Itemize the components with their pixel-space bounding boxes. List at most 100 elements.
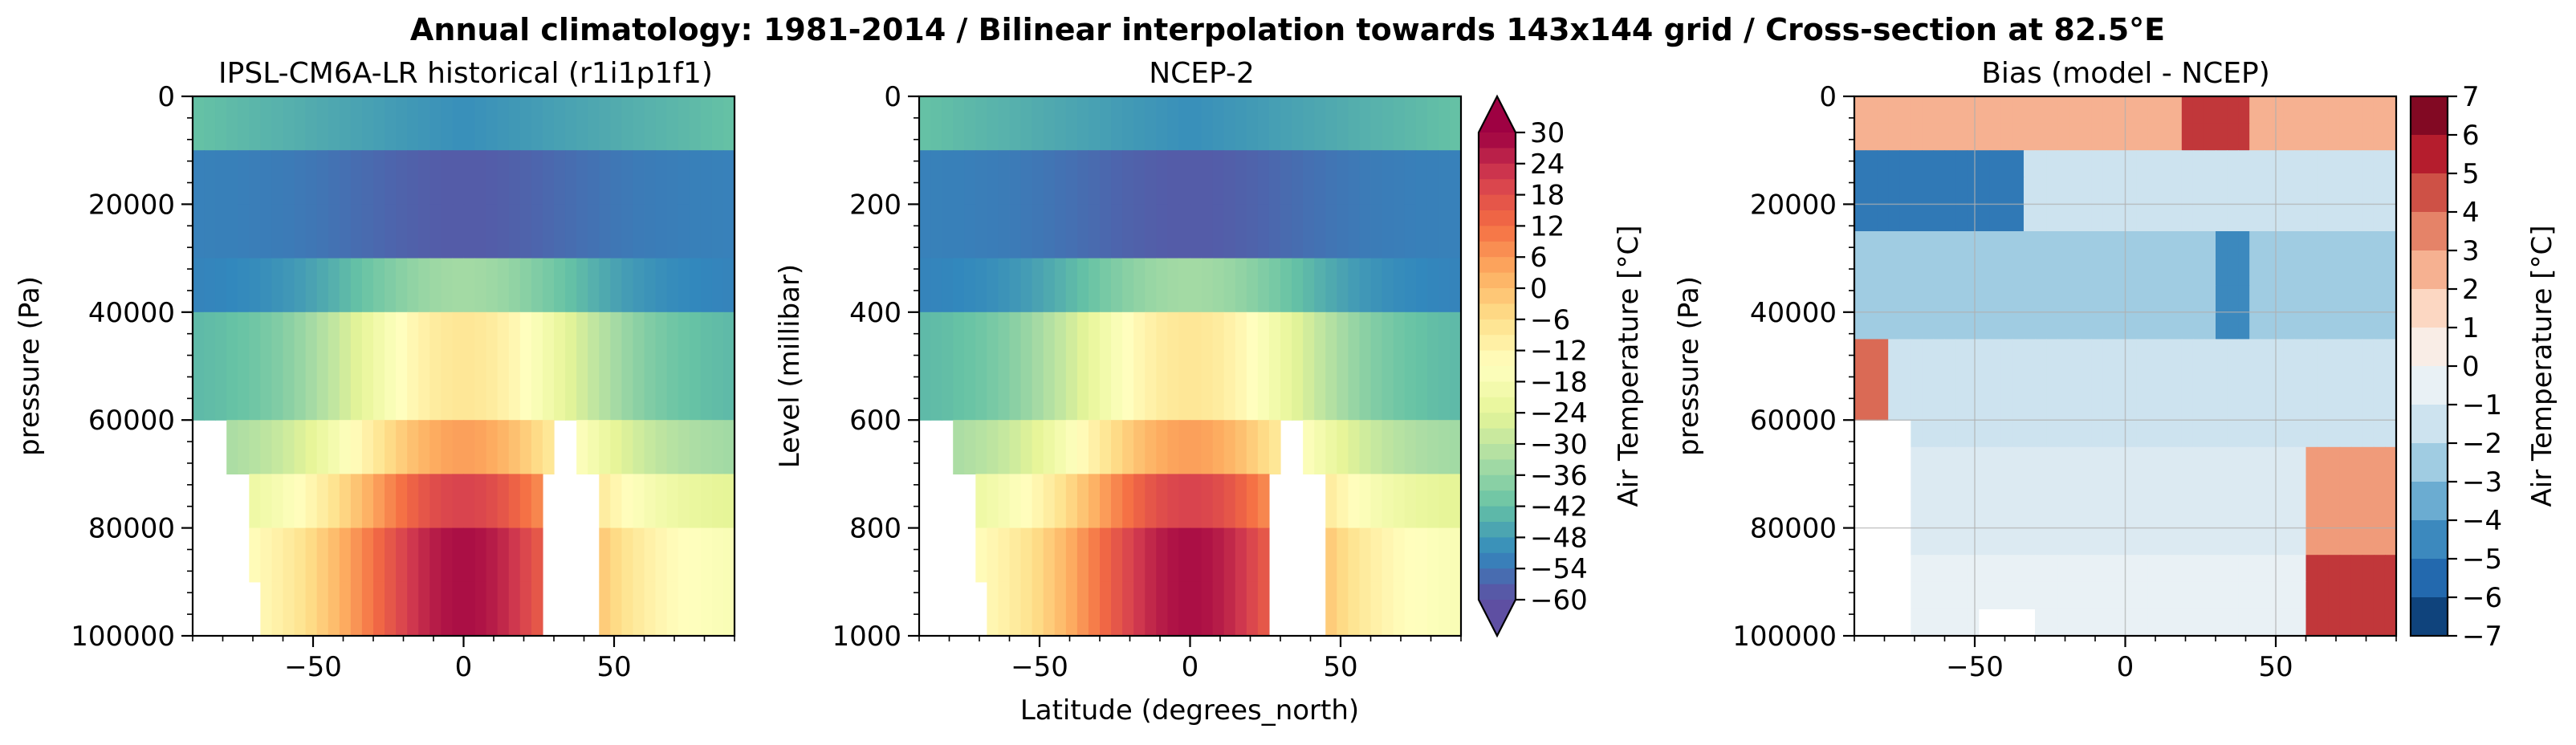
heatmap-cell bbox=[1020, 581, 1033, 637]
heatmap-cell bbox=[2147, 474, 2160, 502]
heatmap-cell bbox=[2012, 258, 2025, 286]
colorbar-tick-label: −3 bbox=[2462, 466, 2502, 499]
heatmap-cell bbox=[621, 258, 634, 313]
heatmap-cell bbox=[2023, 446, 2036, 474]
heatmap-cell bbox=[2283, 204, 2296, 232]
heatmap-cell bbox=[2069, 311, 2081, 340]
heatmap-cell bbox=[2384, 393, 2397, 421]
heatmap-cell bbox=[1911, 311, 1923, 340]
heatmap-cell bbox=[1978, 285, 1991, 313]
heatmap-cell bbox=[373, 96, 385, 151]
colorbar-tick-label: 6 bbox=[2462, 120, 2480, 152]
heatmap-cell bbox=[610, 366, 622, 421]
heatmap-cell bbox=[1156, 420, 1168, 474]
heatmap-cell bbox=[678, 150, 690, 205]
heatmap-cell bbox=[1314, 204, 1326, 259]
heatmap-cell bbox=[919, 366, 931, 421]
heatmap-cell bbox=[193, 366, 205, 421]
heatmap-cell bbox=[283, 204, 295, 259]
heatmap-cell bbox=[1145, 204, 1157, 259]
heatmap-cell bbox=[2283, 527, 2296, 556]
heatmap-cell bbox=[2238, 258, 2250, 286]
heatmap-cell bbox=[418, 311, 430, 367]
heatmap-cell bbox=[666, 474, 679, 529]
heatmap-cell bbox=[1438, 311, 1451, 367]
heatmap-cell bbox=[328, 474, 340, 529]
heatmap-cell bbox=[519, 366, 532, 421]
colorbar-tick-label: 0 bbox=[1530, 273, 1548, 305]
heatmap-cell bbox=[1303, 420, 1315, 474]
heatmap-cell bbox=[953, 204, 965, 259]
heatmap-cell bbox=[1257, 527, 1270, 583]
heatmap-cell bbox=[373, 581, 385, 637]
heatmap-cell bbox=[2373, 527, 2386, 556]
heatmap-cell bbox=[1145, 366, 1157, 421]
heatmap-cell bbox=[1911, 501, 1923, 529]
heatmap-cell bbox=[1280, 258, 1292, 313]
heatmap-cell bbox=[508, 420, 521, 474]
heatmap-cell bbox=[1280, 204, 1292, 259]
heatmap-cell bbox=[1065, 258, 1078, 313]
heatmap-cell bbox=[2080, 258, 2092, 286]
heatmap-cell bbox=[1415, 366, 1428, 421]
heatmap-cell bbox=[2192, 527, 2205, 556]
heatmap-cell bbox=[2023, 527, 2036, 556]
heatmap-cell bbox=[700, 581, 713, 637]
heatmap-cell bbox=[1246, 527, 1259, 583]
heatmap-cell bbox=[1246, 204, 1259, 259]
heatmap-cell bbox=[1167, 474, 1180, 529]
heatmap-cell bbox=[385, 420, 397, 474]
heatmap-cell bbox=[1032, 96, 1044, 151]
heatmap-cell bbox=[1989, 150, 2002, 178]
heatmap-cell bbox=[486, 311, 499, 367]
heatmap-cell bbox=[2046, 527, 2058, 556]
heatmap-cell bbox=[1212, 258, 1225, 313]
heatmap-cell bbox=[2350, 609, 2363, 637]
heatmap-cell bbox=[1404, 258, 1417, 313]
heatmap-cell bbox=[1359, 150, 1372, 205]
heatmap-cell bbox=[463, 420, 476, 474]
heatmap-cell bbox=[1268, 311, 1281, 367]
heatmap-cell bbox=[305, 527, 318, 583]
heatmap-cell bbox=[1944, 420, 1957, 448]
heatmap-cell bbox=[2170, 555, 2183, 583]
heatmap-cell bbox=[441, 258, 454, 313]
heatmap-cell bbox=[316, 258, 329, 313]
heatmap-cell bbox=[2384, 474, 2397, 502]
heatmap-cell bbox=[1009, 527, 1022, 583]
heatmap-cell bbox=[1122, 581, 1134, 637]
heatmap-cell bbox=[1054, 527, 1067, 583]
heatmap-cell bbox=[2227, 123, 2239, 151]
heatmap-cell bbox=[599, 258, 611, 313]
heatmap-cell bbox=[2261, 311, 2273, 340]
heatmap-cell bbox=[1866, 366, 1878, 394]
heatmap-cell bbox=[1009, 311, 1022, 367]
heatmap-cell bbox=[1043, 258, 1056, 313]
heatmap-cell bbox=[1888, 339, 1900, 367]
heatmap-cell bbox=[2261, 123, 2273, 151]
heatmap-cell bbox=[2046, 446, 2058, 474]
heatmap-cell bbox=[361, 366, 374, 421]
heatmap-cell bbox=[2012, 339, 2025, 367]
x-tick-label: 0 bbox=[455, 651, 473, 683]
heatmap-cell bbox=[2102, 96, 2115, 124]
heatmap-cell bbox=[1415, 474, 1428, 529]
heatmap-cell bbox=[554, 311, 566, 367]
heatmap-cell bbox=[2057, 339, 2069, 367]
heatmap-cell bbox=[2046, 474, 2058, 502]
heatmap-cell bbox=[1348, 581, 1361, 637]
heatmap-cell bbox=[2069, 285, 2081, 313]
heatmap-cell bbox=[1054, 366, 1067, 421]
heatmap-cell bbox=[1043, 96, 1056, 151]
heatmap-cell bbox=[1989, 96, 2002, 124]
heatmap-cell bbox=[610, 258, 622, 313]
heatmap-cell bbox=[238, 150, 250, 205]
heatmap-cell bbox=[2261, 527, 2273, 556]
heatmap-cell bbox=[610, 420, 622, 474]
heatmap-cell bbox=[2147, 420, 2160, 448]
heatmap-cell bbox=[2227, 177, 2239, 205]
heatmap-cell bbox=[1359, 474, 1372, 529]
heatmap-cell bbox=[2350, 527, 2363, 556]
heatmap-cell bbox=[316, 96, 329, 151]
